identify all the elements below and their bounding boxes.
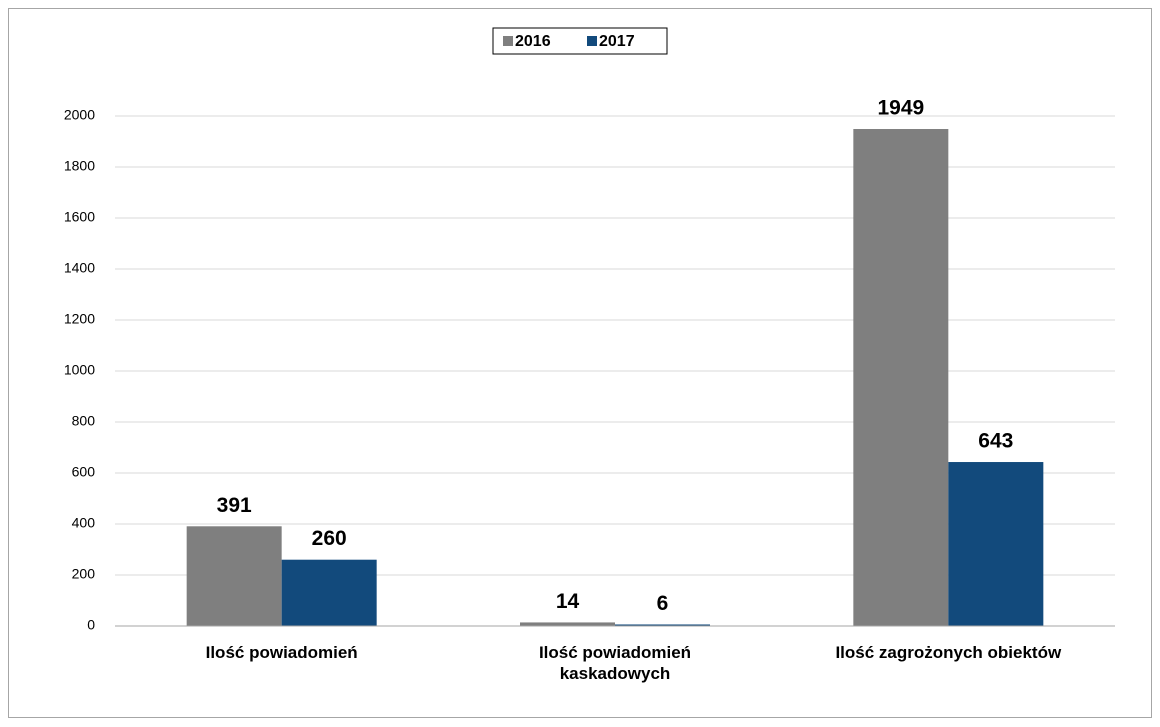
legend-swatch — [503, 36, 513, 46]
y-tick-label: 1000 — [64, 362, 95, 378]
bar — [615, 624, 710, 626]
bar — [853, 129, 949, 626]
y-tick-label: 800 — [72, 413, 96, 429]
data-label: 643 — [978, 430, 1013, 453]
y-tick-label: 200 — [72, 566, 96, 582]
y-tick-label: 400 — [72, 515, 96, 531]
y-tick-label: 600 — [72, 464, 96, 480]
x-tick-label: Ilość powiadomień kaskadowych — [538, 643, 692, 683]
bar — [281, 559, 377, 626]
y-tick-label: 1600 — [64, 209, 95, 225]
x-tick-label: Ilość zagrożonych obiektów — [835, 643, 1062, 662]
data-label: 260 — [312, 527, 347, 550]
data-label: 6 — [657, 592, 669, 615]
data-label: 14 — [556, 590, 580, 613]
y-tick-label: 1200 — [64, 311, 95, 327]
legend-box — [492, 27, 668, 55]
y-tick-label: 2000 — [64, 107, 95, 123]
data-label: 1949 — [877, 97, 924, 120]
y-tick-label: 1400 — [64, 260, 95, 276]
data-label: 391 — [217, 494, 252, 517]
legend-label: 2016 — [515, 33, 551, 50]
bar — [948, 462, 1044, 626]
x-tick-label: Ilość powiadomień — [205, 643, 358, 662]
y-tick-label: 1800 — [64, 158, 95, 174]
y-tick-label: 0 — [87, 617, 95, 633]
bar — [520, 622, 615, 626]
bar — [186, 526, 282, 626]
legend-label: 2017 — [599, 33, 635, 50]
legend-swatch — [587, 36, 597, 46]
